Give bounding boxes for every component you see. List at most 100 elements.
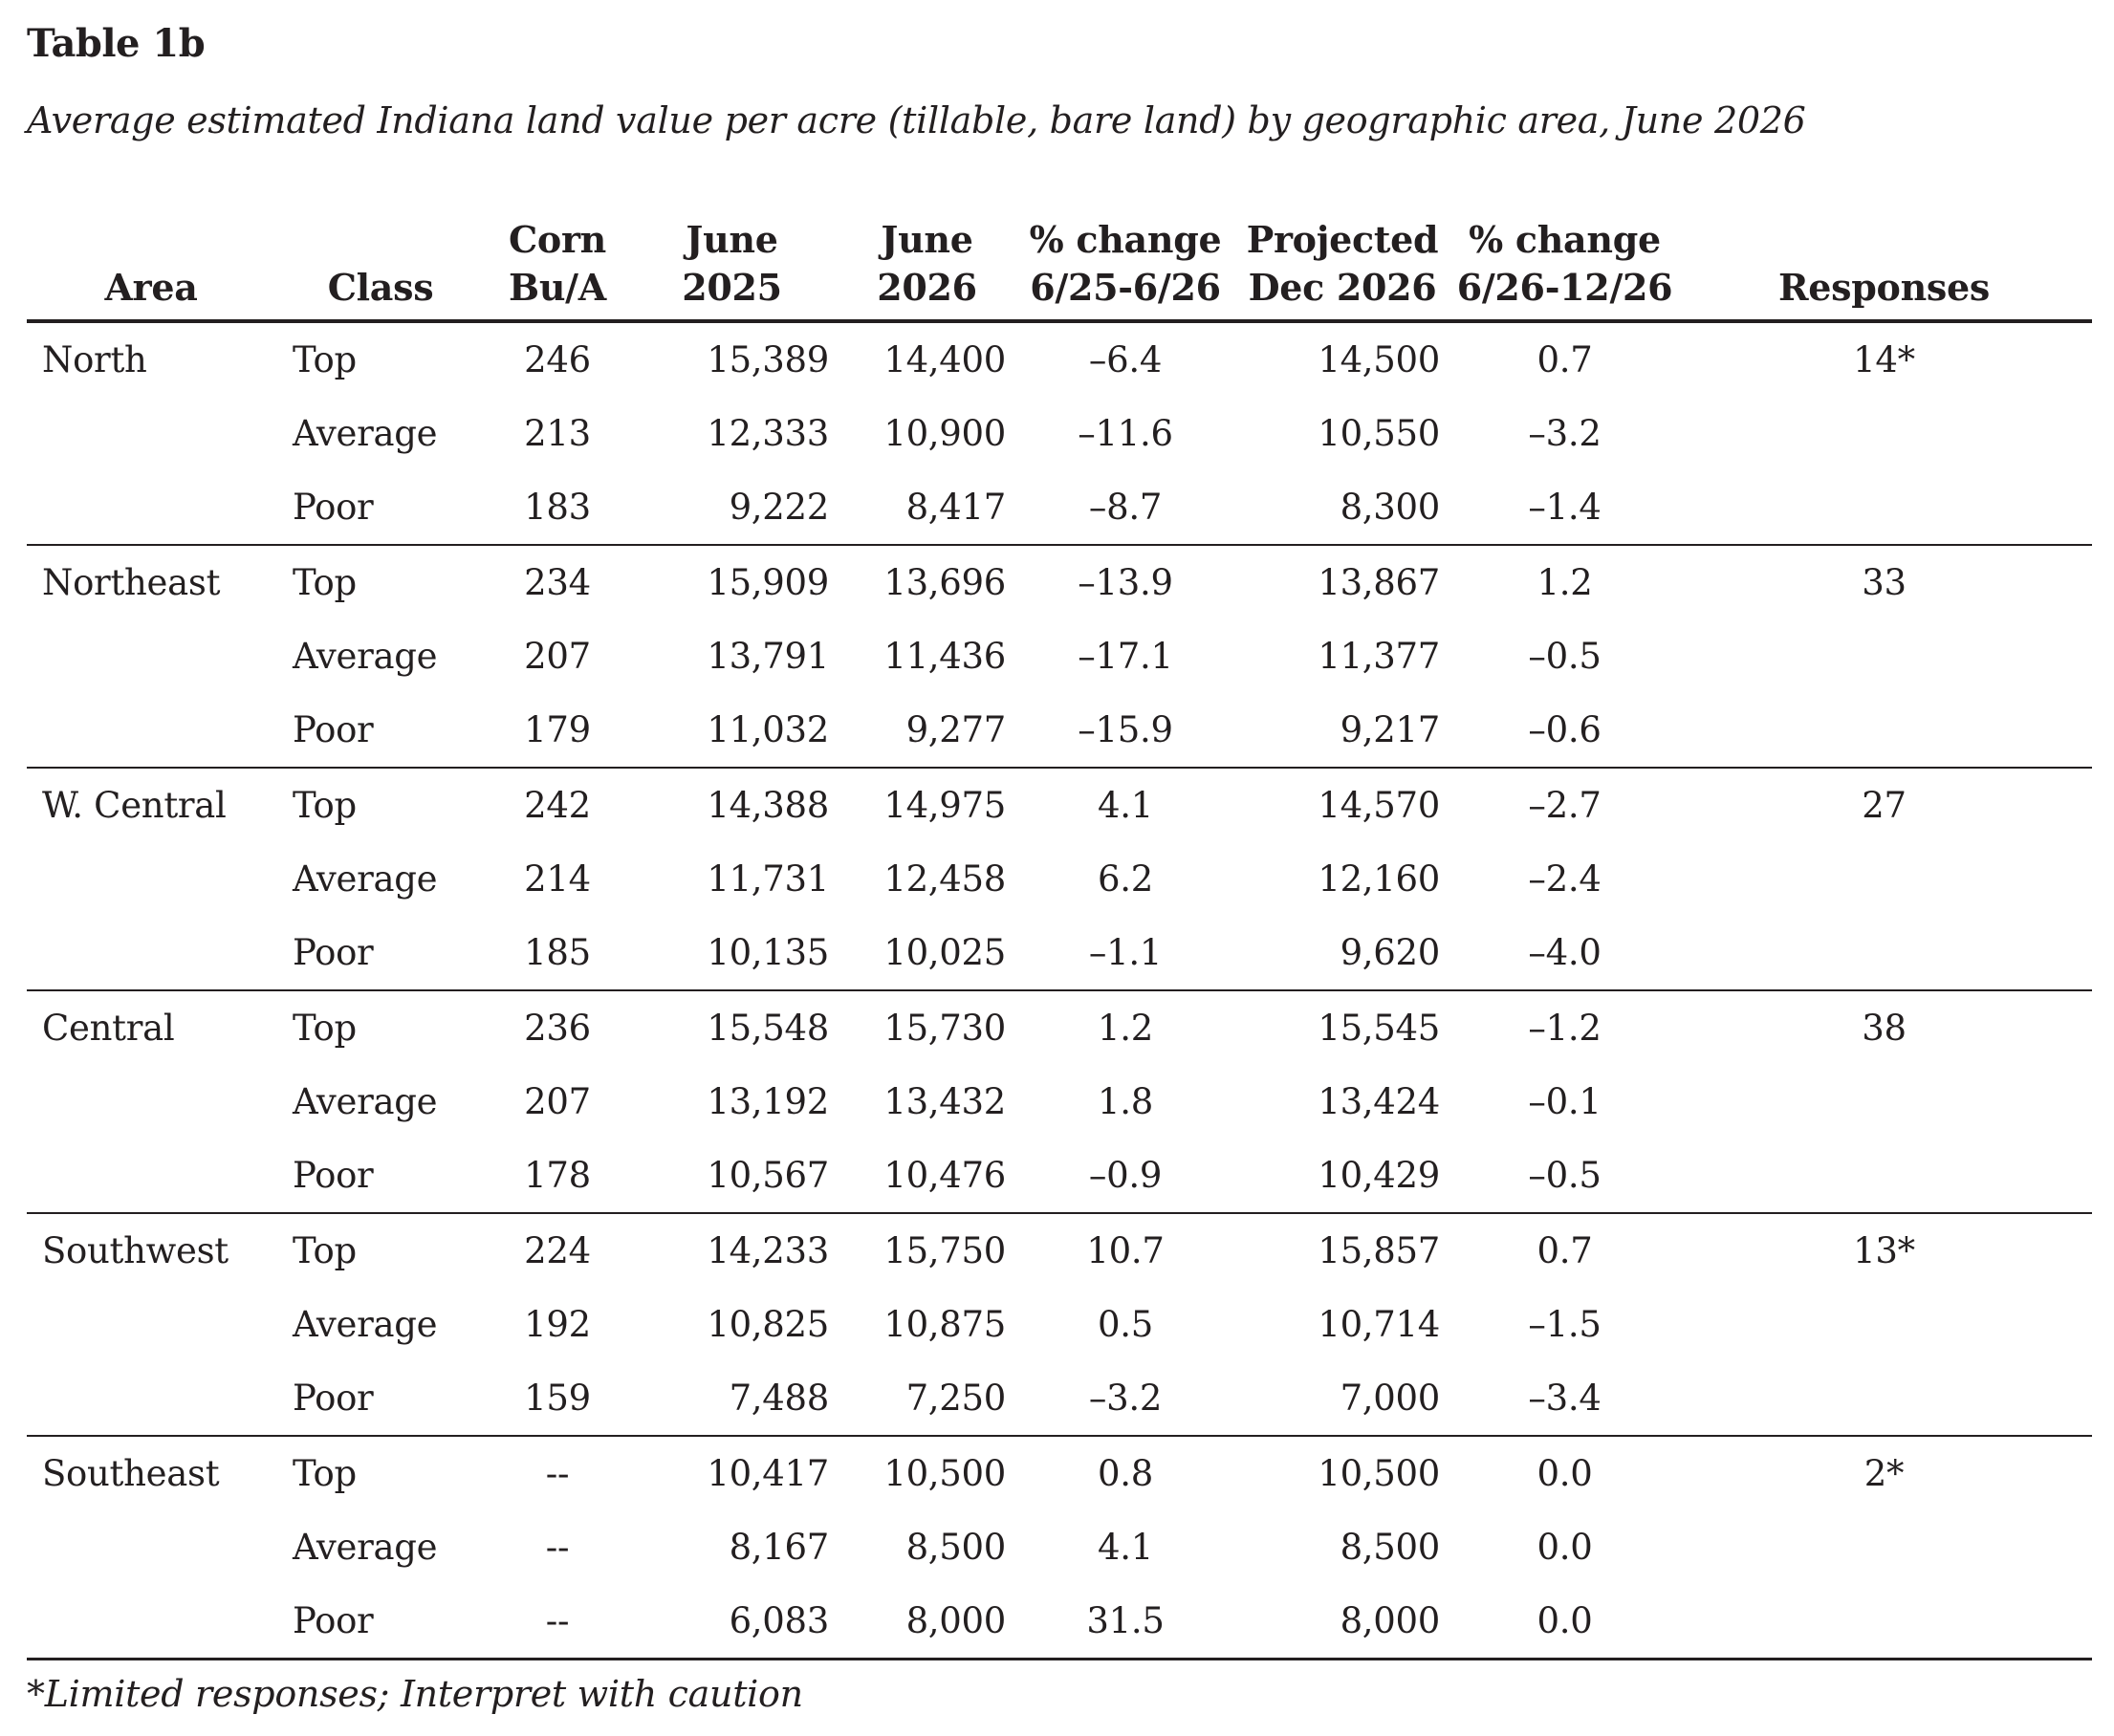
cell-area: Northeast xyxy=(42,562,221,603)
cell-class: Poor xyxy=(275,1361,486,1437)
cell-pct-change-1: –15.9 xyxy=(1019,693,1231,769)
cell-pct-change-1: 10.7 xyxy=(1086,1230,1165,1271)
cell-pct-change-1: –17.1 xyxy=(1078,636,1173,677)
cell-pct-change-1: –3.2 xyxy=(1019,1361,1231,1437)
cell-class: Average xyxy=(293,1304,438,1345)
cell-responses xyxy=(1676,1065,2092,1139)
cell-projected: 9,217 xyxy=(1231,693,1453,769)
cell-june-2025: 14,233 xyxy=(707,1230,829,1271)
cell-projected: 8,000 xyxy=(1231,1584,1453,1660)
cell-pct-change-2: 0.0 xyxy=(1536,1453,1593,1494)
table-row: Poor 183 9,222 8,417 –8.7 8,300 –1.4 xyxy=(27,470,2092,546)
cell-projected: 7,000 xyxy=(1231,1361,1453,1437)
table-row: Central Top 236 15,548 15,730 1.2 15,545 –1.2 38 xyxy=(27,990,2092,1065)
cell-june-2025: 11,731 xyxy=(707,858,829,900)
cell-corn-bu-a: 224 xyxy=(524,1230,591,1271)
cell-projected: 12,160 xyxy=(1318,858,1440,900)
cell-june-2026: 10,875 xyxy=(883,1304,1006,1345)
cell-pct-change-1: 0.8 xyxy=(1098,1453,1153,1494)
cell-responses: 27 xyxy=(1862,785,1907,826)
cell-responses xyxy=(1676,693,2092,769)
cell-june-2026: 10,025 xyxy=(835,916,1019,991)
cell-responses xyxy=(1676,1288,2092,1361)
cell-june-2025: 12,333 xyxy=(707,413,829,454)
cell-projected: 14,500 xyxy=(1318,339,1440,380)
cell-class: Poor xyxy=(275,470,486,546)
cell-corn-bu-a: 242 xyxy=(524,785,591,826)
table-row: Average -- 8,167 8,500 4.1 8,500 0.0 xyxy=(27,1510,2092,1584)
cell-class: Average xyxy=(293,413,438,454)
cell-june-2025: 10,825 xyxy=(707,1304,829,1345)
table-row: Average 213 12,333 10,900 –11.6 10,550 –3.2 xyxy=(27,397,2092,470)
table-row: Poor 159 7,488 7,250 –3.2 7,000 –3.4 xyxy=(27,1361,2092,1437)
cell-corn-bu-a: -- xyxy=(545,1527,570,1568)
cell-projected: 8,500 xyxy=(1340,1527,1441,1568)
cell-pct-change-1: –11.6 xyxy=(1078,413,1173,454)
cell-area xyxy=(27,1510,275,1584)
cell-corn-bu-a: -- xyxy=(545,1453,570,1494)
cell-corn-bu-a: 159 xyxy=(486,1361,629,1437)
cell-pct-change-2: 0.0 xyxy=(1536,1527,1593,1568)
cell-pct-change-1: 0.5 xyxy=(1098,1304,1153,1345)
cell-pct-change-2: –0.1 xyxy=(1528,1081,1602,1122)
cell-area xyxy=(27,916,275,991)
table-row: Southwest Top 224 14,233 15,750 10.7 15,857 0.7… xyxy=(27,1213,2092,1288)
cell-corn-bu-a: 236 xyxy=(524,1008,591,1049)
cell-class: Average xyxy=(293,1081,438,1122)
cell-pct-change-2: 0.7 xyxy=(1536,1230,1593,1271)
cell-corn-bu-a: 179 xyxy=(486,693,629,769)
header-responses: Responses xyxy=(1676,216,2092,323)
cell-pct-change-2: 1.2 xyxy=(1536,562,1593,603)
cell-area: Southwest xyxy=(42,1230,229,1271)
cell-june-2025: 10,135 xyxy=(629,916,835,991)
cell-responses xyxy=(1676,470,2092,546)
cell-pct-change-2: –0.5 xyxy=(1453,1139,1676,1214)
header-pct-change-1: % change 6/25-6/26 xyxy=(1019,216,1231,323)
cell-area: W. Central xyxy=(42,785,227,826)
cell-projected: 15,545 xyxy=(1318,1008,1440,1049)
cell-pct-change-2: –1.2 xyxy=(1528,1008,1602,1049)
table-row: W. Central Top 242 14,388 14,975 4.1 14,570 –2.… xyxy=(27,768,2092,842)
cell-corn-bu-a: 185 xyxy=(486,916,629,991)
cell-area xyxy=(27,1361,275,1437)
header-june-2025: June 2025 xyxy=(629,216,835,323)
cell-pct-change-2: –0.6 xyxy=(1453,693,1676,769)
cell-class: Top xyxy=(293,339,357,380)
cell-june-2026: 12,458 xyxy=(883,858,1006,900)
cell-class: Poor xyxy=(275,916,486,991)
cell-responses: 33 xyxy=(1862,562,1907,603)
cell-responses xyxy=(1676,842,2092,916)
cell-responses: 14* xyxy=(1853,339,1915,380)
cell-responses: 38 xyxy=(1862,1008,1907,1049)
table-title: Table 1b xyxy=(27,21,206,66)
cell-june-2025: 15,548 xyxy=(707,1008,829,1049)
cell-pct-change-1: –0.9 xyxy=(1019,1139,1231,1214)
cell-class: Top xyxy=(293,785,357,826)
cell-pct-change-1: 4.1 xyxy=(1098,1527,1153,1568)
cell-pct-change-1: –13.9 xyxy=(1078,562,1173,603)
header-corn: Corn Bu/A xyxy=(486,216,629,323)
table-row: Average 207 13,791 11,436 –17.1 11,377 –0.5 xyxy=(27,619,2092,693)
cell-responses xyxy=(1676,1584,2092,1660)
cell-class: Top xyxy=(293,1008,357,1049)
cell-projected: 13,867 xyxy=(1318,562,1440,603)
cell-responses xyxy=(1676,1510,2092,1584)
cell-june-2026: 13,432 xyxy=(883,1081,1006,1122)
table-header-row: Area Class Corn Bu/A June 2025 June 2026 % … xyxy=(27,216,2092,323)
table-row: Average 192 10,825 10,875 0.5 10,714 –1.5 xyxy=(27,1288,2092,1361)
cell-june-2025: 8,167 xyxy=(729,1527,830,1568)
cell-pct-change-2: –2.4 xyxy=(1528,858,1602,900)
cell-responses xyxy=(1676,1361,2092,1437)
header-pct-change-2: % change 6/26-12/26 xyxy=(1453,216,1676,323)
cell-pct-change-2: –1.5 xyxy=(1528,1304,1602,1345)
cell-june-2026: 10,500 xyxy=(883,1453,1006,1494)
cell-june-2026: 13,696 xyxy=(883,562,1006,603)
cell-responses: 2* xyxy=(1863,1453,1905,1494)
cell-june-2025: 7,488 xyxy=(629,1361,835,1437)
cell-projected: 9,620 xyxy=(1231,916,1453,991)
cell-june-2026: 10,476 xyxy=(835,1139,1019,1214)
cell-june-2026: 11,436 xyxy=(883,636,1006,677)
cell-pct-change-2: –1.4 xyxy=(1453,470,1676,546)
table-body: North Top 246 15,389 14,400 –6.4 14,500 0.7 14* A… xyxy=(27,321,2092,1660)
